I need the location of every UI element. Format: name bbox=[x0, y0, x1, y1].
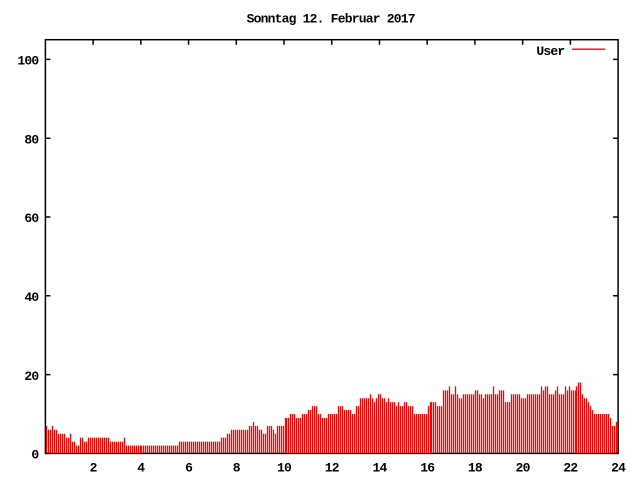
svg-text:User: User bbox=[536, 44, 564, 59]
svg-text:Sonntag 12. Februar 2017: Sonntag 12. Februar 2017 bbox=[247, 12, 415, 27]
svg-text:0: 0 bbox=[31, 448, 39, 463]
svg-text:20: 20 bbox=[516, 461, 531, 476]
svg-text:6: 6 bbox=[185, 461, 193, 476]
svg-text:16: 16 bbox=[420, 461, 435, 476]
svg-text:14: 14 bbox=[372, 461, 387, 476]
svg-text:20: 20 bbox=[24, 369, 39, 384]
svg-text:60: 60 bbox=[24, 211, 39, 226]
svg-text:2: 2 bbox=[90, 461, 98, 476]
svg-text:10: 10 bbox=[277, 461, 292, 476]
svg-text:8: 8 bbox=[233, 461, 241, 476]
svg-text:22: 22 bbox=[563, 461, 578, 476]
svg-text:12: 12 bbox=[325, 461, 340, 476]
svg-text:24: 24 bbox=[611, 461, 626, 476]
svg-text:80: 80 bbox=[24, 132, 39, 147]
svg-text:100: 100 bbox=[17, 54, 39, 69]
svg-text:4: 4 bbox=[137, 461, 145, 476]
svg-text:18: 18 bbox=[468, 461, 483, 476]
svg-text:40: 40 bbox=[24, 290, 39, 305]
